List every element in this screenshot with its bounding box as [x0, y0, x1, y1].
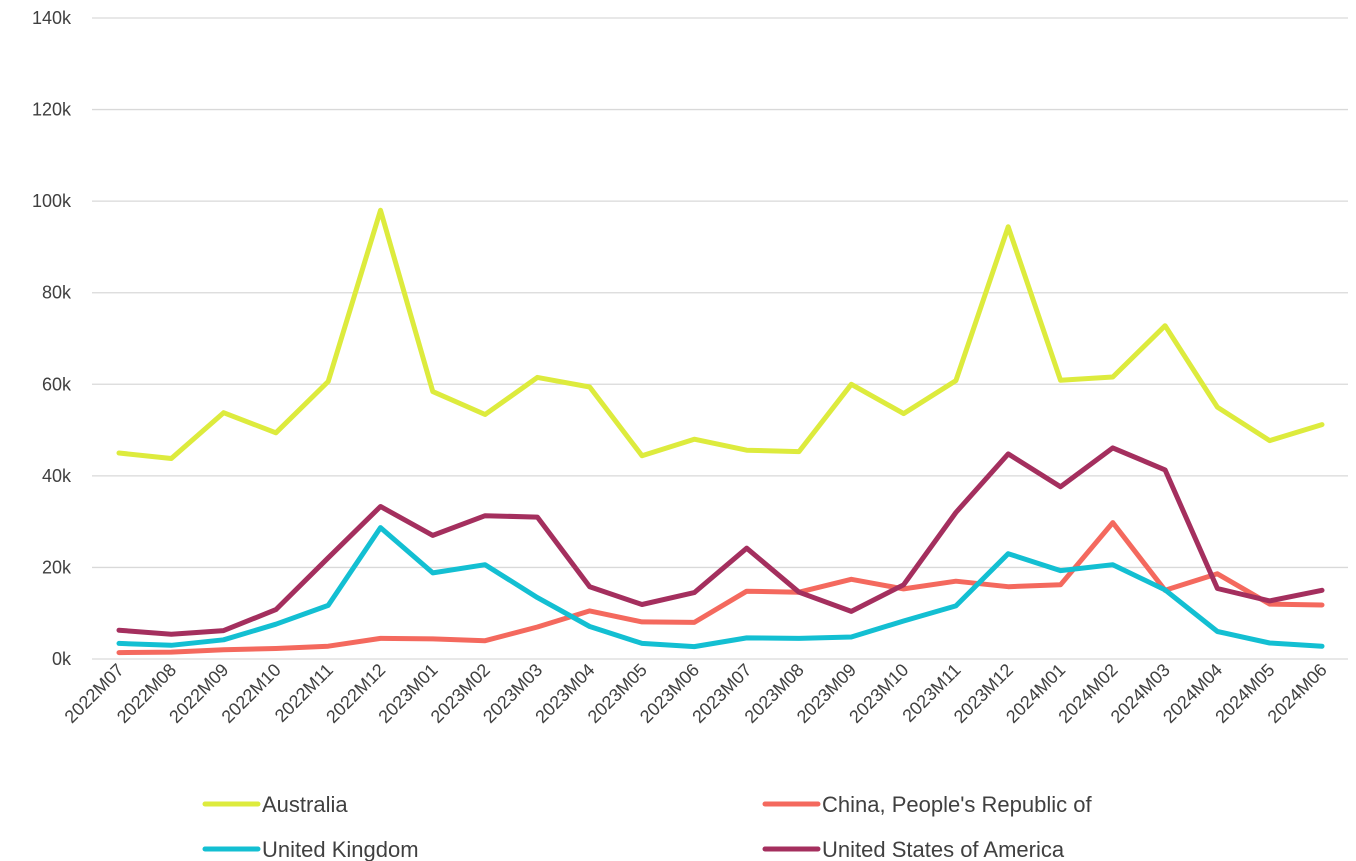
- y-tick-label: 0k: [52, 649, 72, 669]
- series-line-1: [116, 520, 1325, 656]
- legend-label: China, People's Republic of: [822, 792, 1092, 817]
- gridlines: [92, 17, 1348, 660]
- series-lines: [116, 207, 1325, 656]
- y-tick-label: 40k: [42, 466, 72, 486]
- y-tick-label: 140k: [32, 8, 72, 28]
- y-tick-label: 100k: [32, 191, 72, 211]
- y-axis-tick-labels: 0k 20k 40k 60k 80k 100k 120k 140k: [32, 8, 72, 669]
- y-tick-label: 20k: [42, 557, 72, 577]
- x-axis-tick-labels: 2022M072022M082022M092022M102022M112022M…: [61, 660, 1331, 727]
- legend-label: United States of America: [822, 837, 1065, 861]
- legend-label: Australia: [262, 792, 348, 817]
- legend-item: Australia: [202, 792, 348, 817]
- series-line-2: [116, 525, 1325, 650]
- legend-item: United States of America: [762, 837, 1065, 861]
- y-tick-label: 80k: [42, 283, 72, 303]
- y-tick-label: 60k: [42, 374, 72, 394]
- y-tick-label: 120k: [32, 100, 72, 120]
- legend-item: United Kingdom: [202, 837, 419, 861]
- series-line-0: [116, 207, 1325, 461]
- legend: Australia China, People's Republic of Unit…: [202, 792, 1092, 861]
- legend-label: United Kingdom: [262, 837, 419, 861]
- legend-item: China, People's Republic of: [762, 792, 1092, 817]
- series-line-3: [116, 445, 1325, 637]
